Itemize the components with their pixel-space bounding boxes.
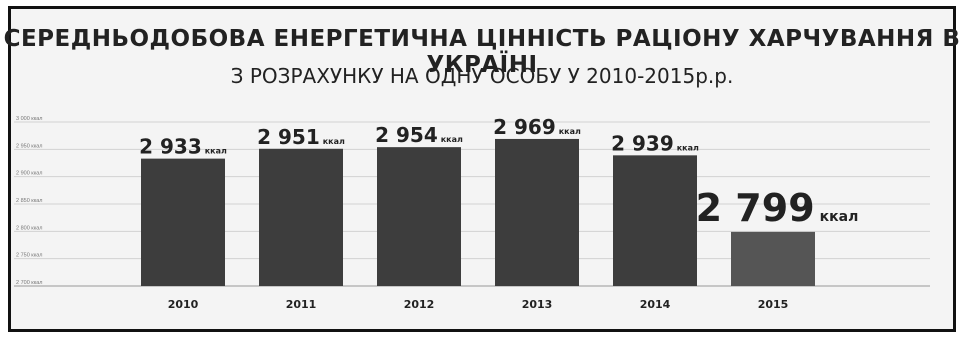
chart-subtitle: З РОЗРАХУНКУ НА ОДНУ ОСОБУ У 2010-2015р.… [230, 64, 734, 88]
data-label-2015: 2 799 ккал [696, 186, 859, 230]
data-label-2010: 2 933 ккал [139, 135, 227, 159]
y-tick-label: 2 900 ккал [16, 171, 43, 177]
y-tick-label: 2 800 ккал [16, 225, 43, 231]
y-tick-label: 2 750 ккал [16, 253, 43, 259]
x-tick-label-2010: 2010 [168, 298, 199, 311]
y-tick-label: 2 700 ккал [16, 280, 43, 286]
bar-2011 [259, 148, 343, 286]
data-label-2011: 2 951 ккал [257, 125, 345, 149]
y-tick-label: 3 000 ккал [16, 116, 43, 122]
bar-2012 [377, 147, 461, 286]
y-tick-label: 2 950 ккал [16, 143, 43, 149]
data-label-2013: 2 969 ккал [493, 115, 581, 139]
data-label-2012: 2 954 ккал [375, 123, 463, 147]
bar-2015 [731, 231, 815, 286]
y-tick-label: 2 850 ккал [16, 198, 43, 204]
x-tick-label-2011: 2011 [286, 298, 317, 311]
x-tick-label-2013: 2013 [522, 298, 553, 311]
x-tick-label-2015: 2015 [758, 298, 789, 311]
bar-2010 [141, 158, 225, 286]
data-label-2014: 2 939 ккал [611, 131, 699, 155]
x-tick-label-2012: 2012 [404, 298, 435, 311]
bar-2014 [613, 155, 697, 286]
bar-2013 [495, 138, 579, 286]
chart-title: СЕРЕДНЬОДОБОВА ЕНЕРГЕТИЧНА ЦІННІСТЬ РАЦІ… [3, 26, 961, 78]
x-tick-label-2014: 2014 [640, 298, 671, 311]
